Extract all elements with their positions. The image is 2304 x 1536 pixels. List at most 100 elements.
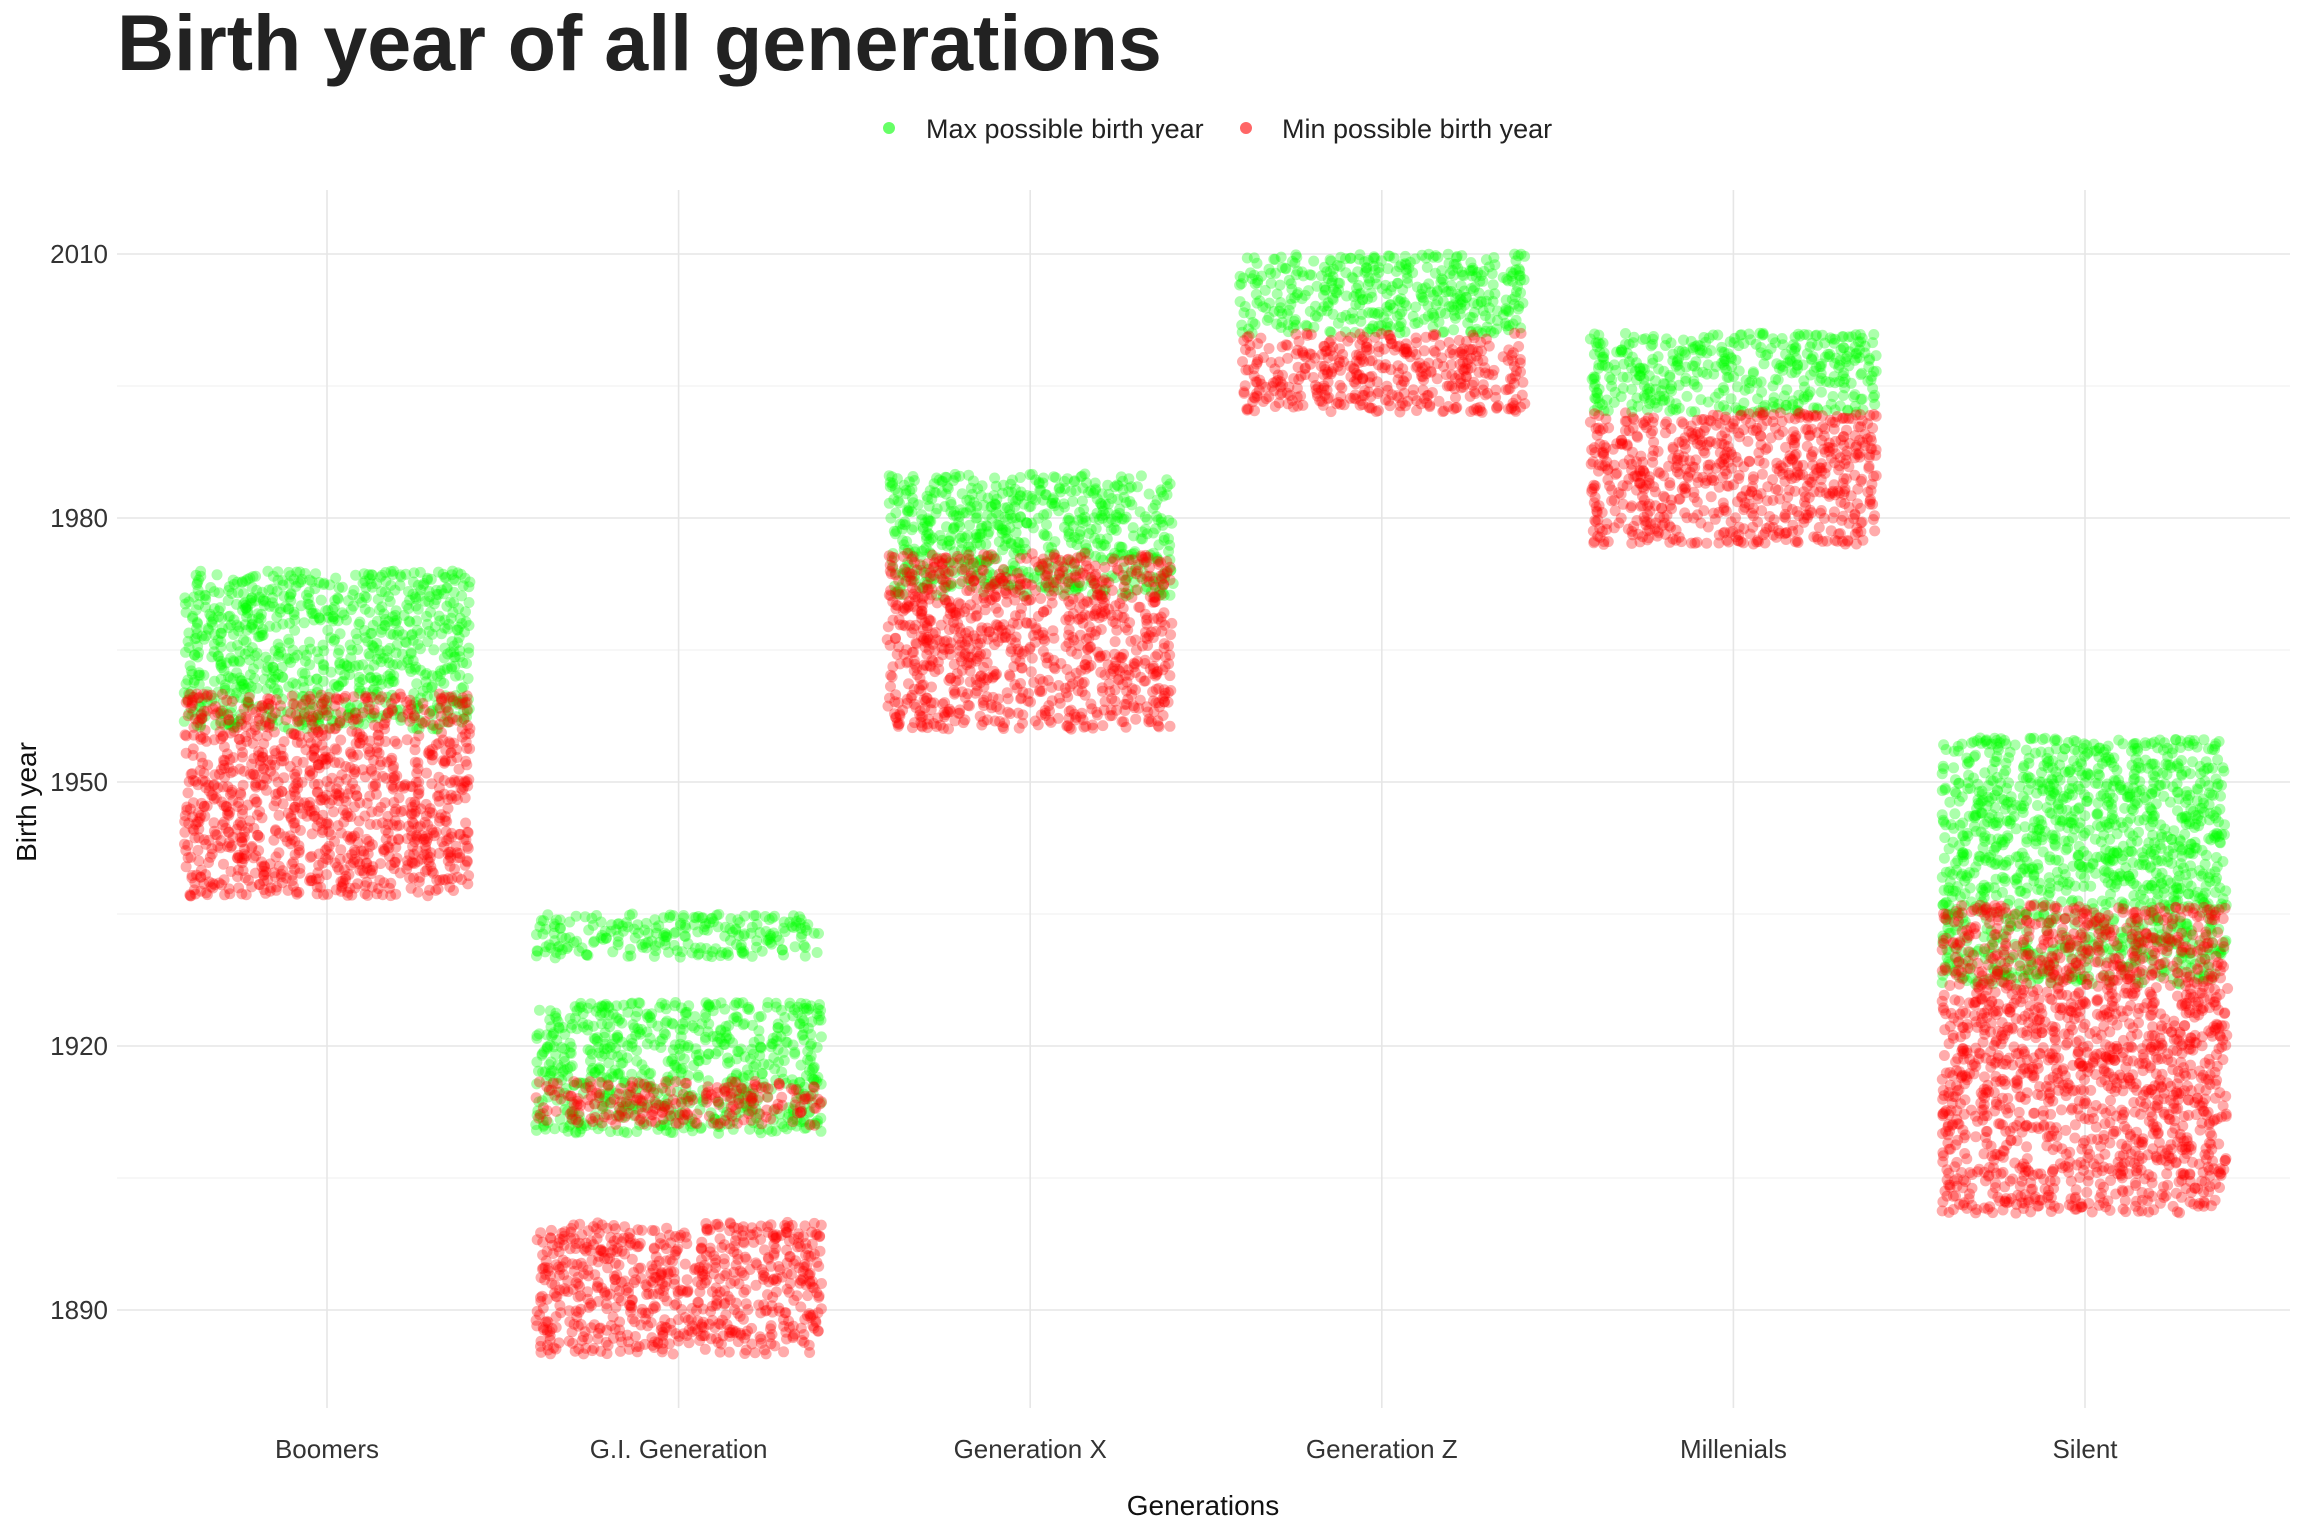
data-point — [2209, 886, 2221, 898]
data-point — [427, 705, 438, 717]
data-point — [579, 911, 591, 923]
data-point — [201, 686, 213, 698]
data-point — [1757, 327, 1769, 339]
data-point — [433, 610, 445, 622]
data-point — [387, 611, 399, 623]
data-point — [432, 723, 444, 735]
data-point — [2210, 738, 2222, 750]
data-point — [389, 615, 401, 627]
data-point — [460, 606, 471, 618]
data-point — [454, 651, 466, 663]
data-point — [419, 669, 431, 681]
data-point — [2220, 885, 2232, 897]
data-point — [1402, 277, 1414, 289]
data-point — [387, 675, 398, 687]
data-point — [323, 706, 335, 718]
data-point — [693, 1071, 704, 1083]
data-point — [1436, 265, 1448, 277]
data-point — [242, 573, 254, 585]
data-point — [624, 943, 636, 955]
data-point — [917, 524, 929, 535]
data-point — [355, 711, 367, 723]
data-point — [434, 615, 446, 627]
data-point — [271, 585, 283, 597]
data-point — [1713, 387, 1725, 399]
data-point — [1467, 262, 1479, 274]
data-point — [237, 779, 249, 791]
data-point — [1976, 785, 1988, 797]
data-point — [304, 574, 316, 586]
data-point — [1953, 777, 1965, 789]
data-point — [1151, 510, 1162, 522]
data-point — [999, 511, 1011, 523]
data-point — [339, 669, 351, 681]
data-point — [379, 613, 391, 625]
data-point — [270, 621, 282, 633]
data-point — [376, 601, 388, 613]
data-point — [458, 706, 470, 718]
data-point — [446, 569, 458, 581]
data-point — [1234, 296, 1246, 308]
data-point — [298, 617, 310, 629]
data-point — [213, 605, 225, 617]
data-point — [332, 720, 344, 731]
data-point — [375, 674, 386, 686]
data-point — [194, 590, 206, 601]
data-point — [1993, 744, 2004, 756]
data-point — [325, 632, 337, 644]
data-point — [1261, 314, 1273, 326]
data-point — [327, 604, 339, 616]
data-point — [267, 662, 279, 673]
data-point — [1110, 515, 1122, 527]
data-point — [2032, 800, 2043, 811]
data-point — [689, 942, 701, 954]
data-point — [903, 476, 915, 488]
data-point — [636, 939, 648, 950]
data-point — [1452, 299, 1464, 311]
data-point — [327, 715, 339, 727]
data-point — [456, 618, 468, 629]
data-point — [1939, 784, 1951, 796]
data-point — [443, 705, 454, 716]
data-point — [448, 640, 460, 652]
data-point — [188, 591, 200, 603]
data-point — [426, 628, 438, 640]
data-point — [246, 581, 258, 593]
data-point — [632, 1023, 644, 1035]
data-point — [260, 651, 272, 663]
data-point — [363, 664, 375, 676]
data-point — [242, 678, 254, 690]
data-point — [303, 586, 315, 598]
data-point — [2186, 867, 2198, 879]
data-point — [1058, 475, 1070, 487]
data-point — [420, 676, 432, 688]
data-point — [403, 603, 415, 614]
data-point — [1139, 511, 1151, 523]
data-point — [1827, 391, 1839, 402]
data-point — [381, 652, 393, 664]
data-point — [2092, 763, 2104, 775]
data-point — [410, 600, 422, 612]
data-point — [2167, 781, 2179, 793]
data-point — [1618, 358, 1630, 370]
data-point — [283, 723, 294, 735]
data-point — [1738, 338, 1750, 349]
data-point — [270, 671, 282, 683]
data-point — [284, 591, 296, 603]
data-point — [2102, 821, 2114, 833]
data-point — [268, 682, 280, 694]
data-point — [550, 947, 562, 958]
data-point — [460, 616, 472, 628]
data-point — [439, 622, 451, 634]
data-point — [216, 688, 228, 700]
data-point — [1616, 346, 1628, 358]
data-point — [244, 689, 256, 700]
data-point — [215, 673, 227, 685]
data-point — [2210, 875, 2221, 887]
data-point — [612, 939, 624, 951]
data-point — [332, 593, 344, 605]
data-point — [2028, 869, 2040, 881]
data-point — [274, 642, 286, 654]
data-point — [1979, 835, 1991, 847]
data-point — [613, 918, 625, 930]
